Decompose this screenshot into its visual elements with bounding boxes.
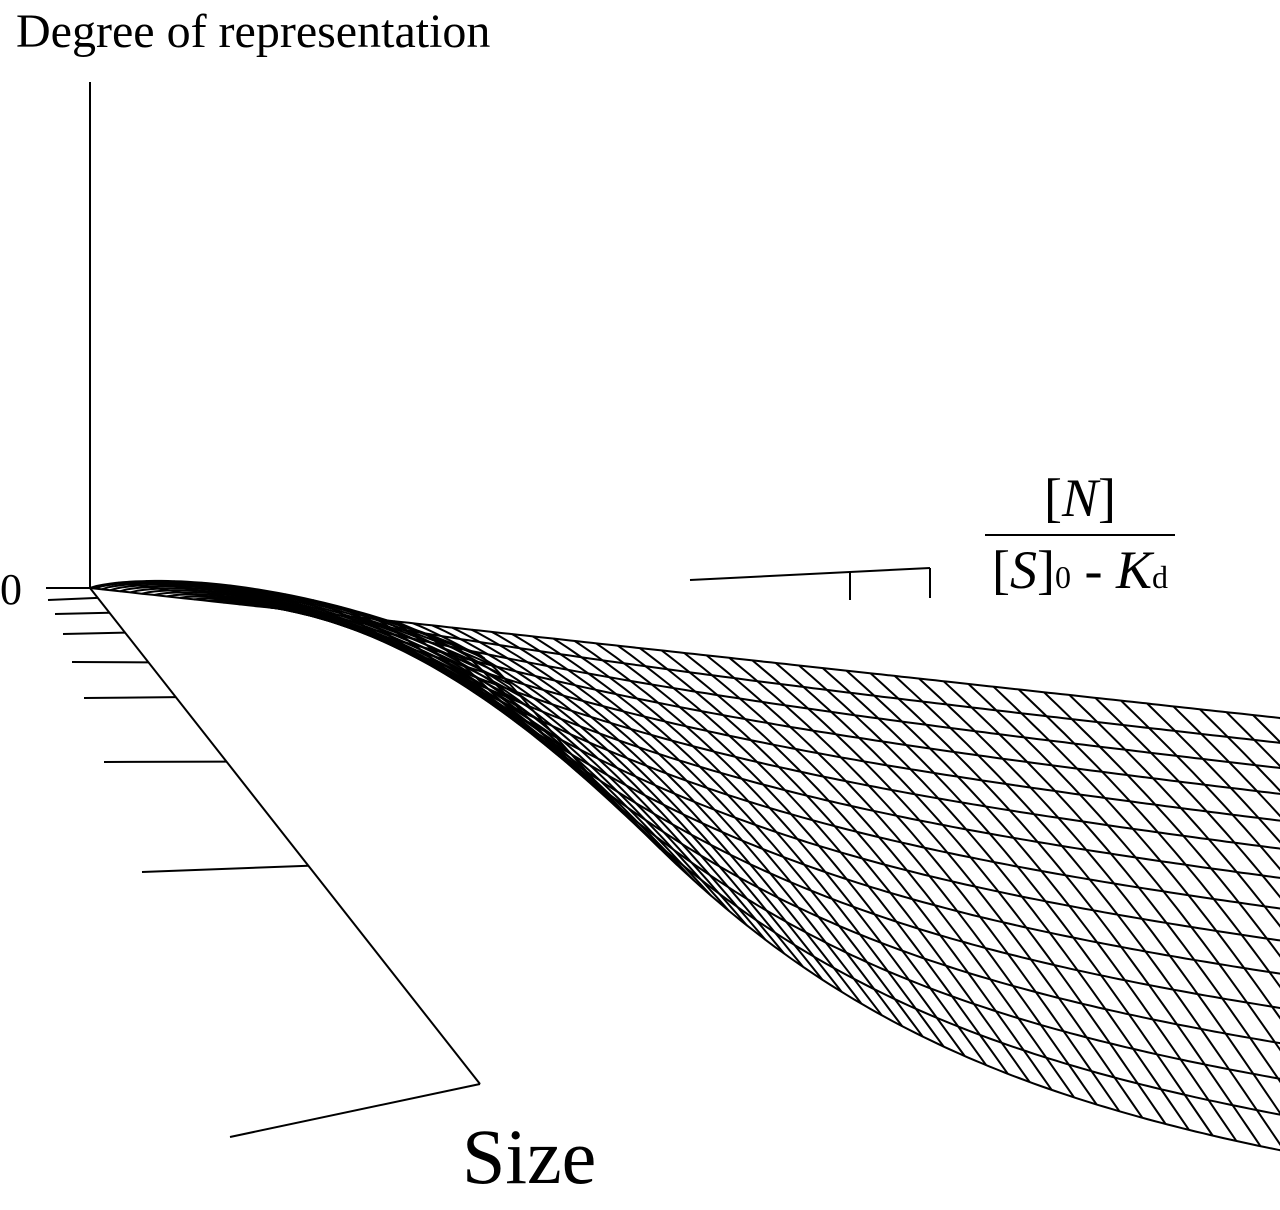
x-axis-label: Size xyxy=(462,1113,597,1200)
depth-axis-label: [N] [S]0 - Kd xyxy=(985,468,1175,607)
mesh-size-line xyxy=(705,654,1098,1106)
mesh-depth-line xyxy=(395,622,1280,1045)
mesh-depth-line xyxy=(423,632,1280,1080)
mesh-size-line xyxy=(967,683,1280,1052)
mesh-size-line xyxy=(1018,688,1280,989)
mesh-size-line xyxy=(845,669,1238,1142)
size-tick-mark xyxy=(62,631,126,635)
mesh-size-line xyxy=(869,672,1262,1147)
mesh-size-line xyxy=(130,587,521,697)
mesh-size-line xyxy=(821,667,1214,1137)
size-tick-mark xyxy=(47,596,98,601)
mesh-size-line xyxy=(751,659,1144,1119)
mesh-size-line xyxy=(918,677,1280,1115)
mesh-size-line xyxy=(1120,699,1280,871)
fraction-bar xyxy=(985,534,1175,536)
size-axis-baseline xyxy=(229,1083,481,1138)
mesh-size-line xyxy=(375,618,767,941)
mesh-size-line xyxy=(1252,714,1280,744)
mesh-size-line xyxy=(774,662,1167,1125)
mesh-size-line xyxy=(491,631,883,1016)
axes xyxy=(46,82,931,1138)
mesh-size-line xyxy=(1094,697,1280,899)
mesh-size-line xyxy=(574,640,966,1057)
mesh-size-line xyxy=(119,585,511,686)
mesh-size-line xyxy=(798,664,1190,1131)
mesh-size-line xyxy=(661,649,1053,1091)
mesh-size-line xyxy=(270,606,662,850)
mesh-size-line xyxy=(412,622,804,968)
mesh-size-line xyxy=(356,616,748,927)
zero-tick-label: 0 xyxy=(0,565,22,614)
wireframe-surface xyxy=(89,579,1280,1152)
mesh-depth-line xyxy=(368,613,1280,1010)
mesh-size-line xyxy=(338,614,730,912)
mesh-size-line xyxy=(894,675,1280,1147)
size-tick-mark xyxy=(141,864,309,873)
mesh-size-line xyxy=(303,610,695,882)
size-tick-mark xyxy=(54,611,110,615)
mesh-depth-line xyxy=(479,654,1280,1152)
mesh-size-line xyxy=(595,642,987,1066)
mesh-size-line xyxy=(617,644,1009,1075)
mesh-size-line xyxy=(532,635,924,1038)
mesh-size-line xyxy=(287,608,678,866)
size-tick-mark xyxy=(83,696,176,699)
mesh-size-line xyxy=(1068,694,1280,928)
mesh-size-line xyxy=(511,633,903,1027)
mesh-depth-line xyxy=(312,599,1280,942)
depth-label-numerator: [N] xyxy=(1044,468,1116,528)
mesh-size-line xyxy=(393,620,785,955)
depth-axis-line xyxy=(689,567,931,581)
mesh-size-line xyxy=(1199,708,1280,793)
mesh-size-line xyxy=(943,680,1280,1084)
mesh-depth-line xyxy=(229,584,1280,850)
mesh-size-line xyxy=(728,657,1121,1112)
mesh-depth-line xyxy=(451,642,1280,1116)
mesh-size-line xyxy=(101,581,493,666)
mesh-size-line xyxy=(94,580,485,660)
mesh-size-line xyxy=(1043,691,1280,958)
y-axis-label: Degree of representation xyxy=(16,5,491,58)
size-axis-line xyxy=(89,587,481,1085)
mesh-size-line xyxy=(992,685,1280,1020)
mesh-size-line xyxy=(451,626,843,993)
depth-label-denominator: [S]0 - Kd xyxy=(992,540,1168,600)
mesh-size-line xyxy=(431,624,824,981)
mesh-size-line xyxy=(1146,702,1280,844)
mesh-size-line xyxy=(639,647,1031,1083)
mesh-size-line xyxy=(553,637,945,1048)
mesh-size-line xyxy=(471,628,863,1005)
mesh-size-line xyxy=(321,612,713,897)
mesh-size-line xyxy=(1172,705,1280,818)
mesh-depth-line xyxy=(340,606,1280,975)
mesh-size-line xyxy=(683,652,1075,1098)
